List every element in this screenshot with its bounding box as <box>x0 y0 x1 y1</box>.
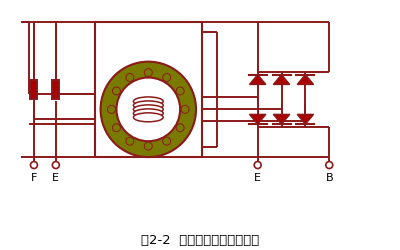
Polygon shape <box>250 74 266 85</box>
Circle shape <box>254 162 261 168</box>
Circle shape <box>116 78 180 141</box>
Polygon shape <box>297 74 314 85</box>
Circle shape <box>126 137 134 145</box>
Circle shape <box>176 87 184 95</box>
Circle shape <box>108 106 116 113</box>
Ellipse shape <box>133 97 163 106</box>
Polygon shape <box>250 114 266 124</box>
Circle shape <box>144 68 152 76</box>
Circle shape <box>30 162 38 168</box>
Circle shape <box>112 87 120 95</box>
Circle shape <box>181 106 189 113</box>
Circle shape <box>144 142 152 150</box>
Bar <box>30 80 38 100</box>
Ellipse shape <box>133 101 163 110</box>
Text: E: E <box>254 173 261 183</box>
Ellipse shape <box>133 105 163 114</box>
Circle shape <box>100 62 196 157</box>
Ellipse shape <box>133 109 163 118</box>
Circle shape <box>163 137 171 145</box>
Bar <box>52 80 59 100</box>
Bar <box>95 22 202 157</box>
Circle shape <box>176 124 184 132</box>
Polygon shape <box>273 114 290 124</box>
Text: F: F <box>31 173 37 183</box>
Circle shape <box>112 124 120 132</box>
Polygon shape <box>273 74 290 85</box>
Ellipse shape <box>133 113 163 122</box>
Polygon shape <box>297 114 314 124</box>
Text: 图2-2  交流发电机工作原理图: 图2-2 交流发电机工作原理图 <box>141 234 259 247</box>
Circle shape <box>163 74 171 82</box>
Circle shape <box>126 74 134 82</box>
Circle shape <box>52 162 59 168</box>
Text: E: E <box>52 173 59 183</box>
Text: B: B <box>326 173 333 183</box>
Circle shape <box>326 162 333 168</box>
